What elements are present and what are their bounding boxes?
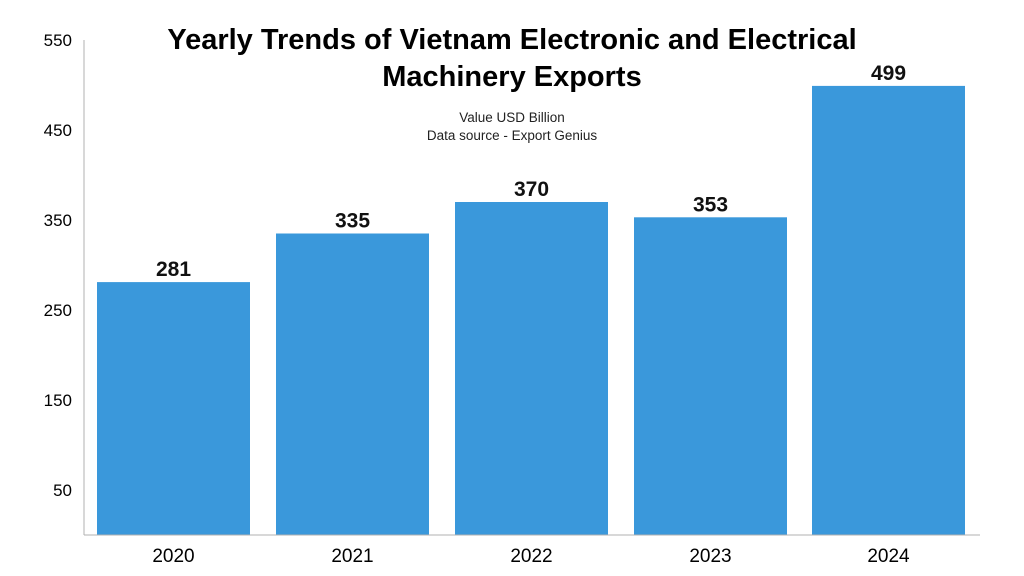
data-label-2022: 370 [514,178,549,201]
x-tick-label-2020: 2020 [152,546,194,567]
x-tick-label-2023: 2023 [689,546,731,567]
x-tick-label-2021: 2021 [331,546,373,567]
bar-2023 [634,217,787,536]
y-axis-ticks: 50 150 250 350 450 550 [44,31,72,500]
x-tick-label-2024: 2024 [867,546,910,567]
x-axis-ticks: 2020 2021 2022 2023 2024 [152,546,910,567]
chart-title-line-1: Yearly Trends of Vietnam Electronic and … [167,24,856,56]
bar-2022 [455,202,608,535]
bar-2021 [276,233,429,535]
bar-2020 [97,282,250,535]
bar-2024 [812,85,965,536]
chart-subtitle-line-2: Data source - Export Genius [427,128,598,143]
chart-title-line-2: Machinery Exports [382,61,641,93]
data-label-2023: 353 [693,193,728,216]
y-tick-label: 150 [44,391,72,410]
chart-subtitle-line-1: Value USD Billion [459,110,565,125]
data-label-2020: 281 [156,258,191,281]
bars [97,85,965,536]
y-tick-label: 450 [44,121,72,140]
y-tick-label: 250 [44,301,72,320]
x-tick-label-2022: 2022 [510,546,552,567]
data-label-2024: 499 [871,62,906,85]
y-tick-label: 50 [53,481,72,500]
data-labels: 281 335 370 353 499 [156,62,906,281]
data-label-2021: 335 [335,210,370,233]
y-tick-label: 350 [44,211,72,230]
y-tick-label: 550 [44,31,72,50]
